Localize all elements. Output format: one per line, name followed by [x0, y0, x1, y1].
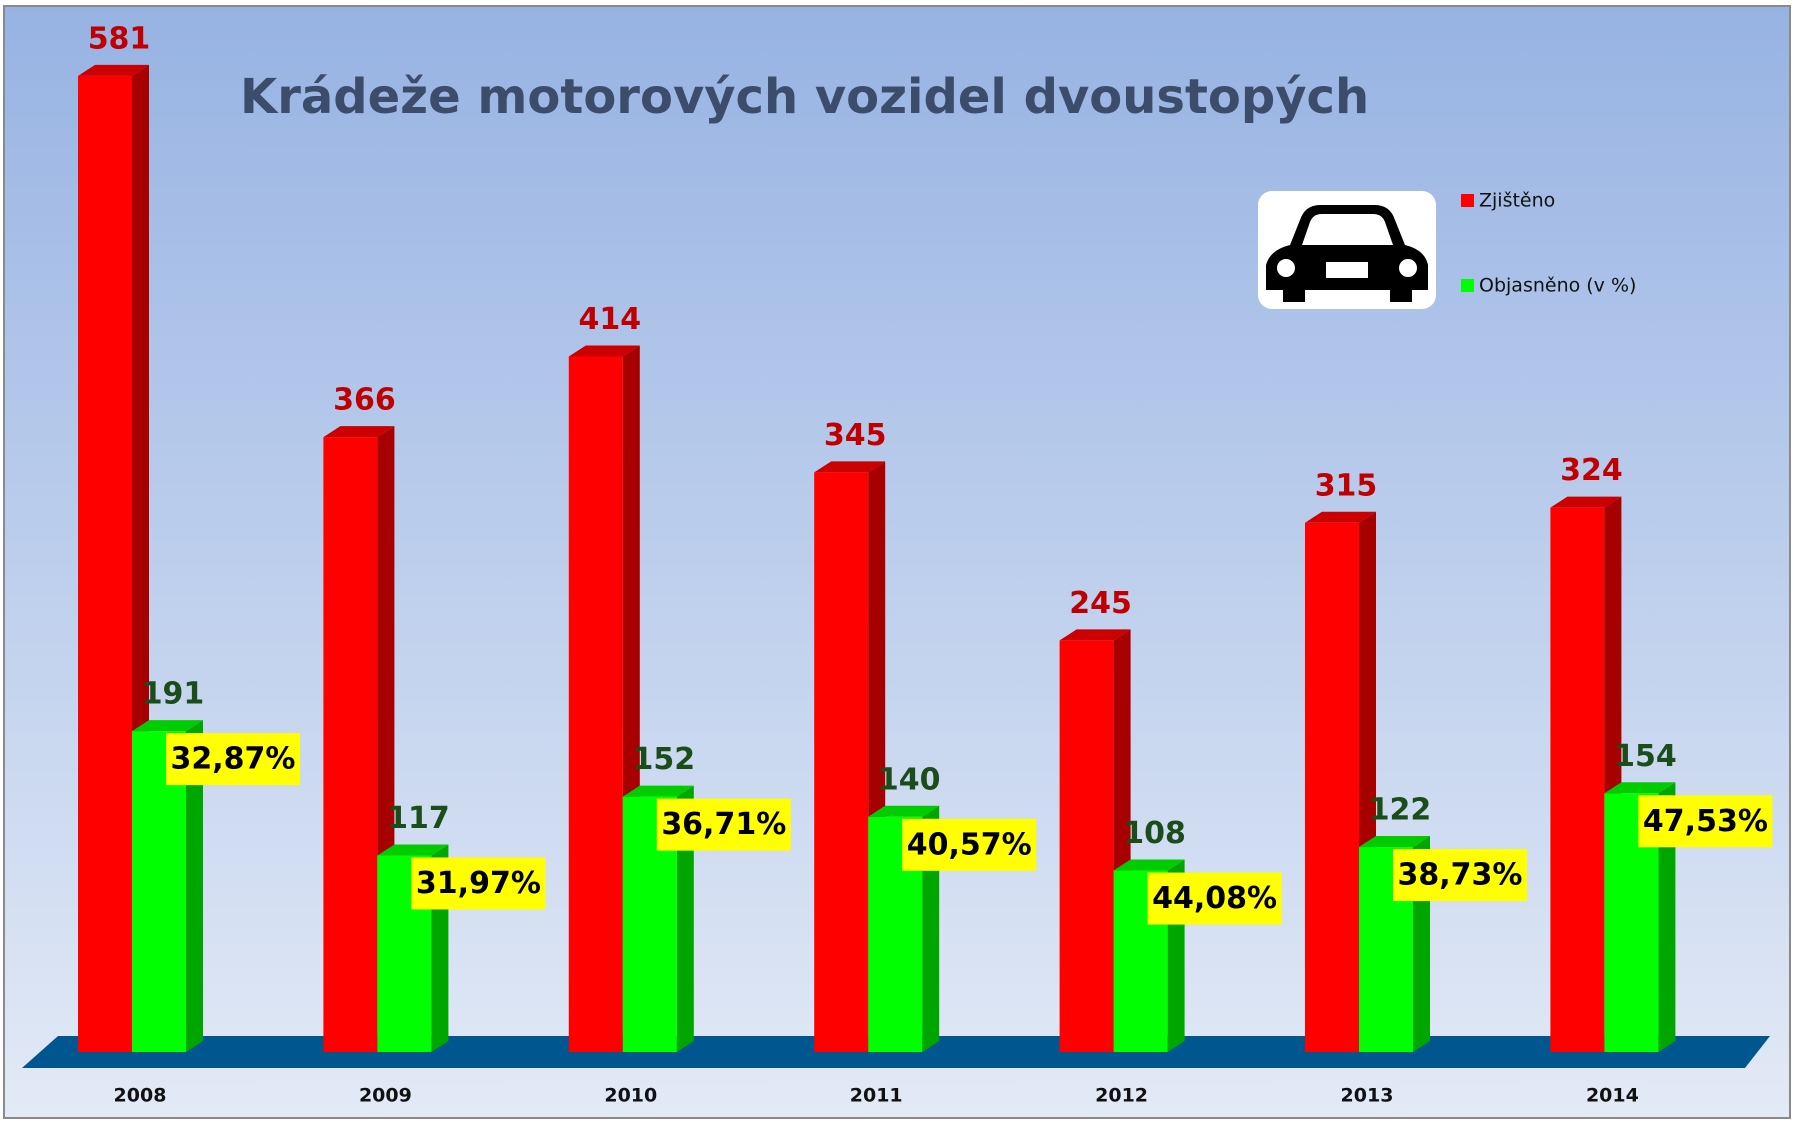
bar-side	[186, 720, 203, 1052]
bar-top	[377, 844, 449, 856]
bar-front	[1550, 507, 1605, 1052]
bar-front	[1305, 522, 1359, 1052]
bar-top	[323, 426, 395, 438]
value-label: 581	[88, 21, 151, 56]
bar-top	[1059, 629, 1131, 641]
bar-front	[814, 472, 869, 1052]
annotation: 31,97%	[416, 866, 541, 901]
annotation-box	[411, 857, 546, 910]
value-label: 245	[1069, 586, 1132, 621]
value-label: 108	[1123, 816, 1186, 851]
annotation-box	[1147, 872, 1282, 925]
bar-top	[1113, 859, 1185, 871]
bar-side	[1658, 782, 1676, 1052]
annotation-box	[1393, 849, 1527, 902]
x-tick-label: 2013	[1341, 1085, 1394, 1107]
x-tick-label: 2009	[359, 1085, 412, 1107]
bar-front	[323, 437, 378, 1052]
legend-swatch	[1461, 194, 1474, 207]
annotation: 38,73%	[1398, 858, 1523, 893]
bar-front	[568, 356, 623, 1053]
bar-front	[1059, 640, 1114, 1052]
annotation-box	[1638, 795, 1773, 848]
bar-top	[1305, 511, 1376, 523]
x-tick-label: 2012	[1095, 1085, 1148, 1107]
value-label: 315	[1315, 468, 1378, 503]
annotation: 36,71%	[661, 807, 786, 842]
value-label: 154	[1614, 739, 1677, 774]
x-tick-label: 2010	[604, 1085, 657, 1107]
annotation-box	[902, 818, 1037, 871]
value-label: 345	[824, 418, 887, 453]
bar-front	[78, 75, 132, 1053]
annotation-box	[656, 798, 791, 851]
x-tick-label: 2008	[114, 1085, 167, 1107]
bar	[78, 64, 149, 1053]
bar-top	[814, 461, 886, 473]
x-tick-label: 2011	[850, 1085, 903, 1107]
chart-title: Krádeže motorových vozidel dvoustopých	[240, 69, 1369, 125]
bar-top	[1550, 496, 1622, 508]
legend-label: Objasněno (v %)	[1479, 275, 1636, 297]
bar-top	[1604, 782, 1676, 794]
legend-swatch	[1461, 279, 1474, 292]
annotation: 47,53%	[1643, 804, 1768, 839]
annotation: 32,87%	[171, 742, 296, 777]
value-label: 140	[878, 762, 941, 797]
bar-side	[676, 785, 694, 1052]
value-label: 324	[1560, 453, 1623, 488]
value-label: 122	[1369, 793, 1432, 828]
bar-top	[568, 345, 640, 357]
value-label: 414	[578, 302, 641, 337]
value-label: 152	[632, 742, 695, 777]
annotation: 40,57%	[907, 827, 1032, 862]
bar-top	[622, 785, 694, 797]
value-label: 117	[387, 801, 450, 836]
value-label: 366	[333, 383, 396, 418]
bar	[622, 785, 694, 1052]
car-icon	[1258, 191, 1436, 309]
bar-top	[868, 805, 940, 817]
annotation-box	[166, 733, 300, 786]
bar-top	[78, 64, 149, 76]
bar-top	[132, 720, 203, 732]
value-label: 191	[142, 677, 205, 712]
bar	[568, 345, 640, 1053]
annotation: 44,08%	[1152, 881, 1277, 916]
x-tick-label: 2014	[1586, 1085, 1639, 1107]
bar-top	[1359, 836, 1430, 848]
legend-label: Zjištěno	[1479, 190, 1555, 212]
